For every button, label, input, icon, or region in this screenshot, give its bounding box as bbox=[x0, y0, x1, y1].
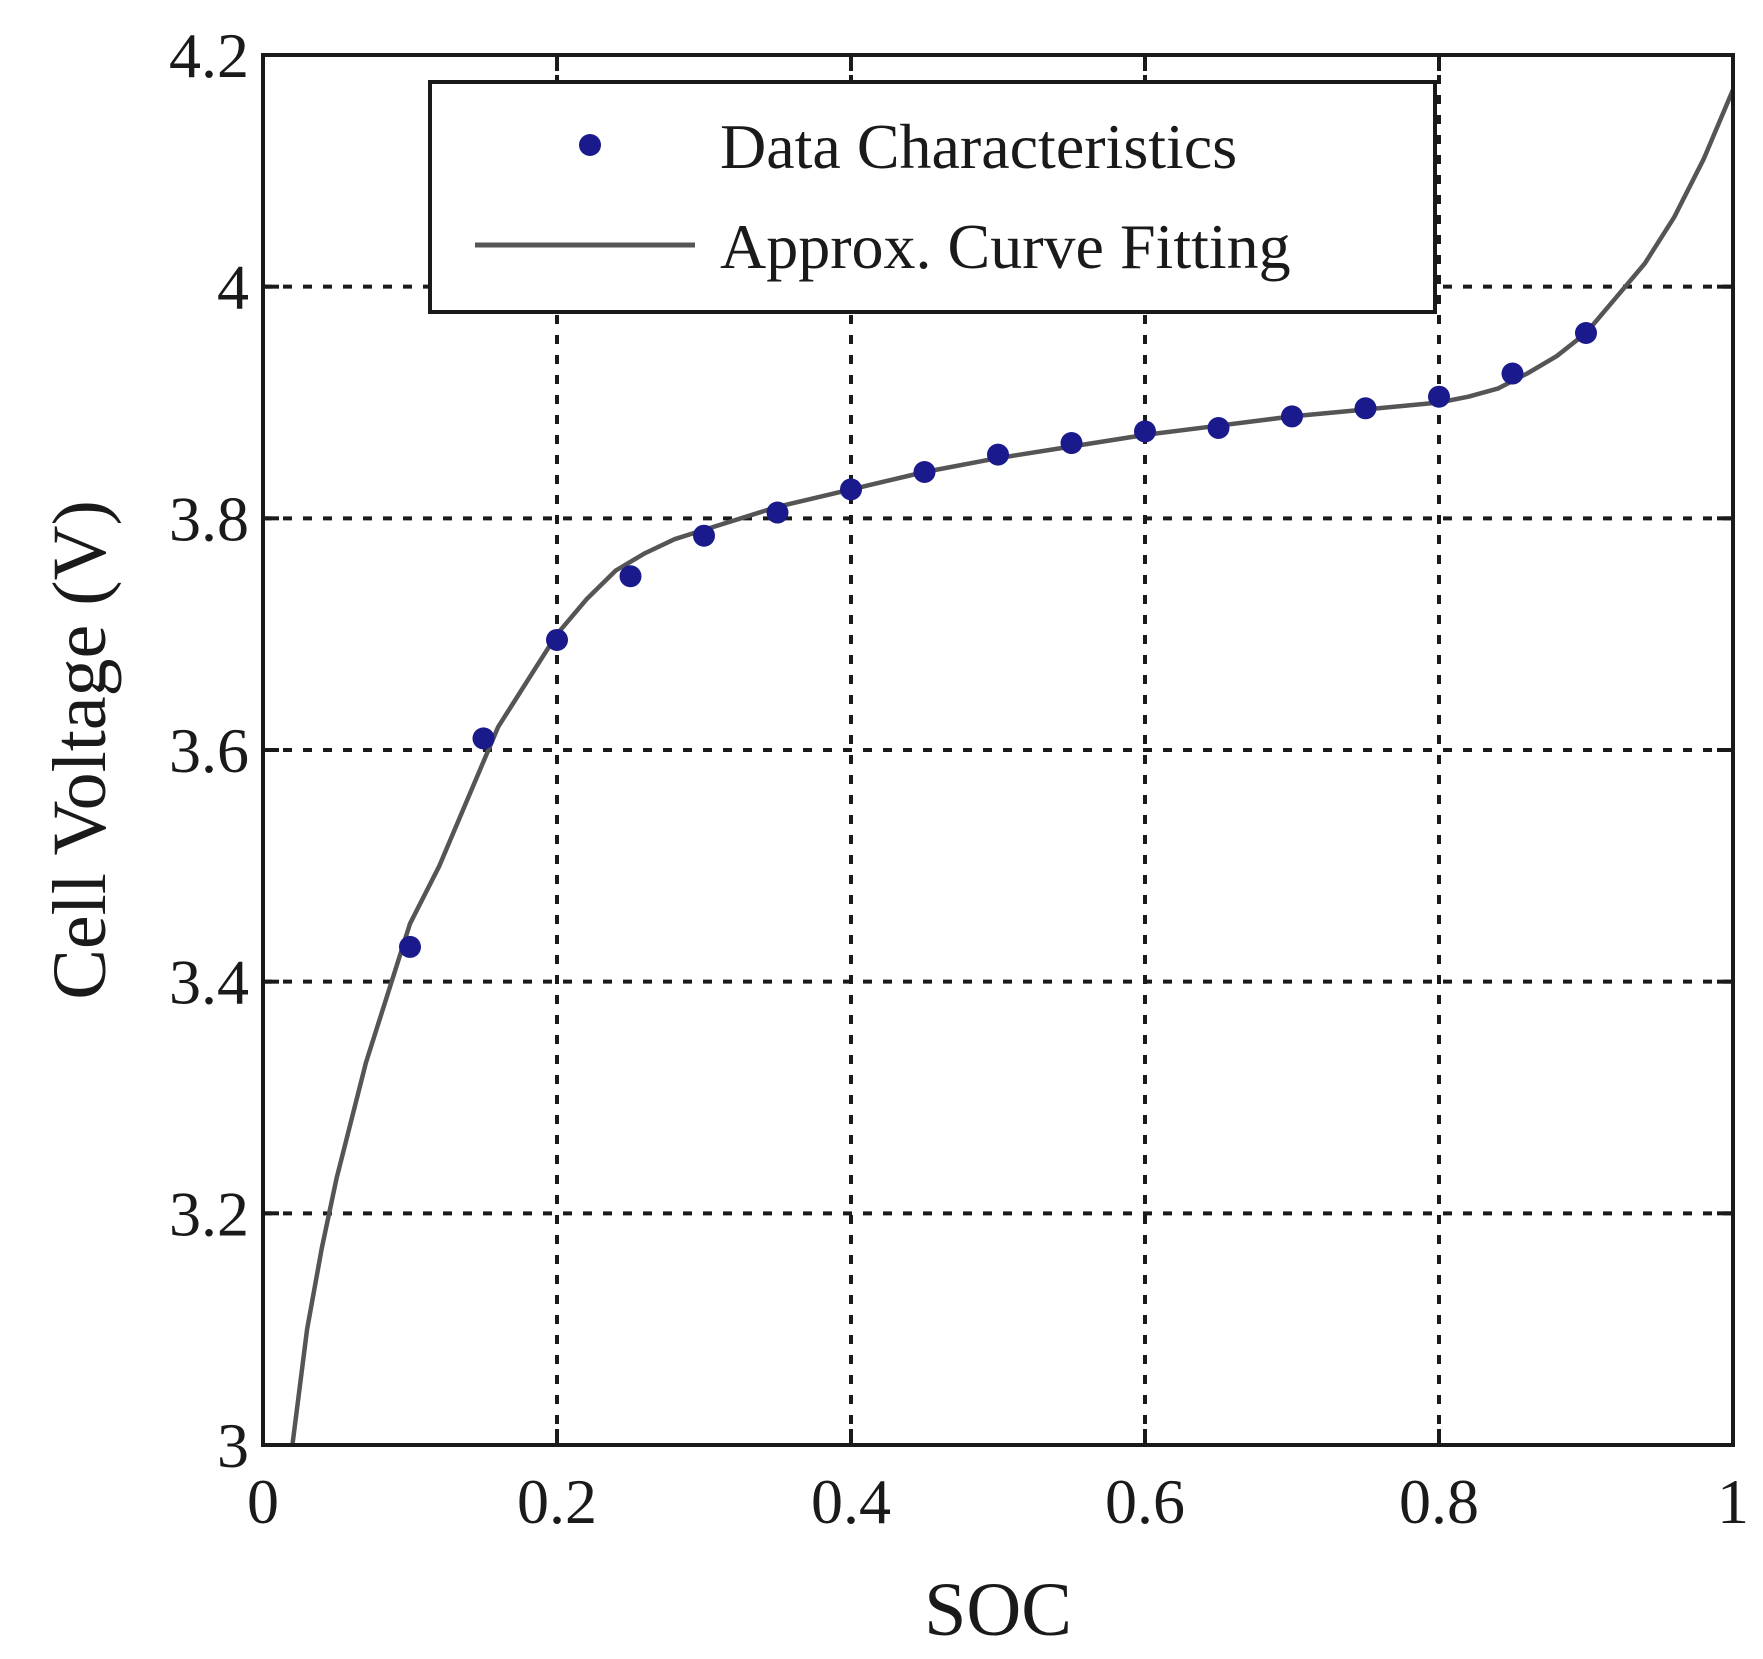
data-point bbox=[399, 935, 421, 958]
data-point bbox=[1060, 432, 1083, 455]
data-point bbox=[1501, 362, 1524, 385]
y-tick-labels: 3 3.2 3.4 3.6 3.8 4 4.2 bbox=[169, 20, 1733, 1481]
data-point bbox=[840, 478, 862, 501]
data-point bbox=[1134, 420, 1156, 443]
data-point bbox=[472, 727, 495, 750]
x-tick-label: 0 bbox=[247, 1466, 279, 1537]
data-point bbox=[546, 628, 568, 651]
x-tick-label: 0.8 bbox=[1399, 1466, 1479, 1537]
legend-marker-data-characteristics bbox=[579, 134, 601, 156]
series-layer bbox=[290, 88, 1736, 1446]
legend: Data Characteristics Approx. Curve Fitti… bbox=[428, 80, 1437, 314]
data-point bbox=[987, 443, 1009, 466]
y-tick-label: 4 bbox=[217, 252, 249, 323]
data-point bbox=[1428, 385, 1450, 408]
legend-box bbox=[428, 80, 1437, 314]
x-tick-labels: 0 0.2 0.4 0.6 0.8 1 bbox=[247, 55, 1749, 1537]
data-point bbox=[1354, 397, 1377, 420]
x-tick-label: 0.6 bbox=[1105, 1466, 1185, 1537]
data-point bbox=[766, 501, 789, 524]
data-point bbox=[913, 461, 936, 483]
data-point bbox=[1281, 405, 1303, 428]
y-tick-label: 3.2 bbox=[169, 1178, 249, 1249]
y-tick-label: 3.4 bbox=[169, 947, 249, 1018]
y-tick-label: 3.6 bbox=[169, 715, 249, 786]
y-tick-label: 3 bbox=[217, 1410, 249, 1481]
data-point bbox=[693, 524, 715, 547]
legend-label-curve-fitting: Approx. Curve Fitting bbox=[720, 211, 1291, 282]
x-tick-label: 0.2 bbox=[517, 1466, 597, 1537]
y-axis-title: Cell Voltage (V) bbox=[38, 500, 122, 1000]
y-tick-label: 4.2 bbox=[169, 20, 249, 91]
data-point bbox=[619, 565, 642, 588]
x-tick-label: 1 bbox=[1717, 1466, 1749, 1537]
y-tick-label: 3.8 bbox=[169, 483, 249, 554]
data-point bbox=[1575, 322, 1597, 344]
x-axis-title: SOC bbox=[924, 1568, 1072, 1652]
x-tick-label: 0.4 bbox=[811, 1466, 891, 1537]
data-point bbox=[1207, 416, 1230, 439]
legend-label-data-characteristics: Data Characteristics bbox=[720, 111, 1237, 182]
